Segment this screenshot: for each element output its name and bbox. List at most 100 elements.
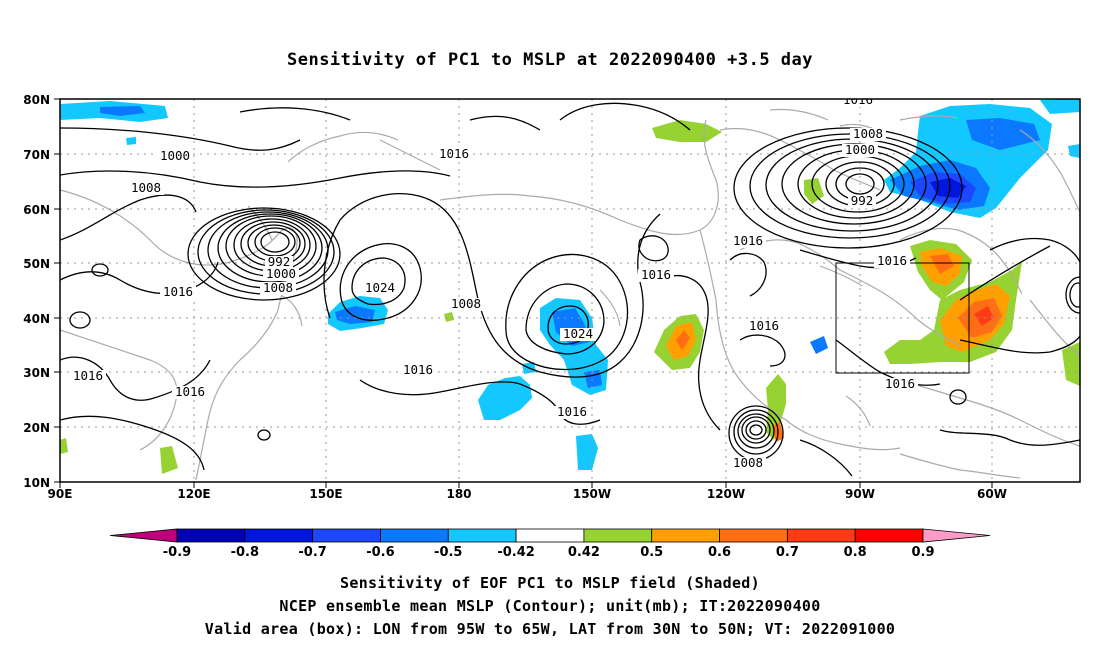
colorbar-segment [583,528,653,543]
colorbar-segment [244,528,314,543]
plot-frame [59,98,1081,483]
contour-label-bg [730,235,766,248]
contour-label: 1008 [853,126,883,141]
contour-label-bg [638,269,674,282]
lon-label: 120E [177,487,210,501]
contour-label-bg [436,148,472,161]
axis-ticks [54,98,993,488]
lon-label: 150E [309,487,342,501]
colorbar-label: -0.6 [366,545,394,560]
shade-negative-patch [966,118,1040,150]
contour-label-bg [560,328,596,341]
coastlines [60,108,1080,481]
lat-label: 40N [23,312,50,326]
colorbar: -0.9 -0.8 -0.7 -0.6 -0.5 -0.42 0.42 0.5 0.6 0.7 0.… [109,528,991,560]
contour-label-bg [850,128,886,141]
contour-label: 1008 [131,180,161,195]
contour-label-bg [172,386,208,399]
graticule [60,99,1080,482]
colorbar-segment [447,528,517,543]
lon-label: 60W [977,487,1007,501]
contour-label: 1024 [365,280,395,295]
contour-label-bg [70,370,106,383]
contour-label: 1016 [163,284,193,299]
colorbar-segment [786,528,856,543]
contour-label: 992 [268,254,291,269]
colorbar-label: -0.8 [231,545,259,560]
contour-label: 1000 [266,266,296,281]
lon-labels: 90E 120E 150E 180 150W 120W 90W 60W [48,487,1007,501]
contour-label: 1016 [641,267,671,282]
colorbar-label: 0.8 [844,545,867,560]
contour-label-bg [842,144,878,157]
shade-positive-patch [444,312,454,322]
contour-label-bg [157,150,193,163]
contour-label-bg [554,406,590,419]
contour-label-bg [746,320,782,333]
colorbar-label: -0.5 [434,545,462,560]
colorbar-segment [176,528,246,543]
shade-negative-patch [100,106,145,116]
lon-label: 120W [707,487,745,501]
colorbar-segment [515,528,585,543]
lat-label: 50N [23,257,50,271]
colorbar-label: -0.7 [298,545,326,560]
shade-negative-patch [930,178,966,198]
contour-label-bg [400,364,436,377]
contour-label: 1016 [885,376,915,391]
shade-negative-patch [810,336,828,354]
contour-label: 1016 [73,368,103,383]
contour-label: 1016 [749,318,779,333]
colorbar-segment [380,528,449,543]
contour-label-bg [448,298,484,311]
colorbar-label: -0.9 [163,545,191,560]
contour-label-bg [730,457,766,470]
contour-label: 1016 [175,384,205,399]
shade-negative-patch [126,137,136,145]
lat-label: 80N [23,93,50,107]
colorbar-segment [719,528,788,543]
chart-title: Sensitivity of PC1 to MSLP at 2022090400… [286,50,813,70]
contour-label: 1008 [733,455,763,470]
lat-label: 60N [23,203,50,217]
lat-label: 10N [23,476,50,490]
colorbar-segment [922,528,991,543]
contour-label-bg [882,378,918,391]
contour-label: 1000 [160,148,190,163]
contour-label: 1016 [877,253,907,268]
lon-label: 90W [845,487,875,501]
contour-label: 1024 [563,326,593,341]
shade-positive-patch [676,330,690,350]
caption-shading: Sensitivity of EOF PC1 to MSLP field (Sh… [340,574,760,592]
contour-label: 1008 [451,296,481,311]
contour-label-bg [160,286,196,299]
colorbar-segment [854,528,924,543]
contour-label: 1016 [733,233,763,248]
contour-label: 1008 [263,280,293,295]
colorbar-label: 0.9 [911,545,934,560]
colorbar-label: 0.5 [640,545,663,560]
contour-label-bg [848,195,876,208]
lat-label: 70N [23,148,50,162]
contour-label-bg [362,282,398,295]
colorbar-label: -0.42 [497,545,534,560]
shade-positive-patch [160,446,178,474]
contour-label-bg [874,255,910,268]
contour-label: 992 [851,193,874,208]
shade-positive-patch [930,254,954,274]
contour-label: 1016 [843,92,873,107]
lon-label: 150W [573,487,611,501]
shade-positive-patch [766,374,786,440]
lat-labels: 80N 70N 60N 50N 40N 30N 20N 10N [23,93,50,490]
contour-label: 1016 [403,362,433,377]
colorbar-segment [651,528,720,543]
colorbar-segment [312,528,381,543]
contour-label: 1016 [557,404,587,419]
caption-contour: NCEP ensemble mean MSLP (Contour); unit(… [279,597,821,615]
contour-label-bg [263,268,299,281]
contour-label: 1000 [845,142,875,157]
shade-positive-patch [974,306,994,326]
caption-valid-area: Valid area (box): LON from 95W to 65W, L… [204,620,896,638]
